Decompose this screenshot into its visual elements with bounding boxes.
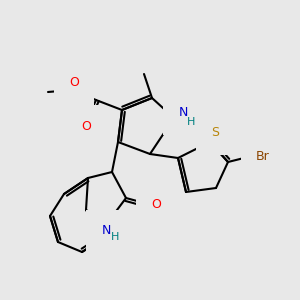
Text: N: N [101,224,111,238]
Text: O: O [151,197,161,211]
Text: H: H [111,232,119,242]
Text: O: O [69,76,79,89]
Text: Br: Br [256,149,270,163]
Text: H: H [187,117,195,127]
Text: S: S [211,127,219,140]
Text: N: N [178,106,188,119]
Text: O: O [81,119,91,133]
